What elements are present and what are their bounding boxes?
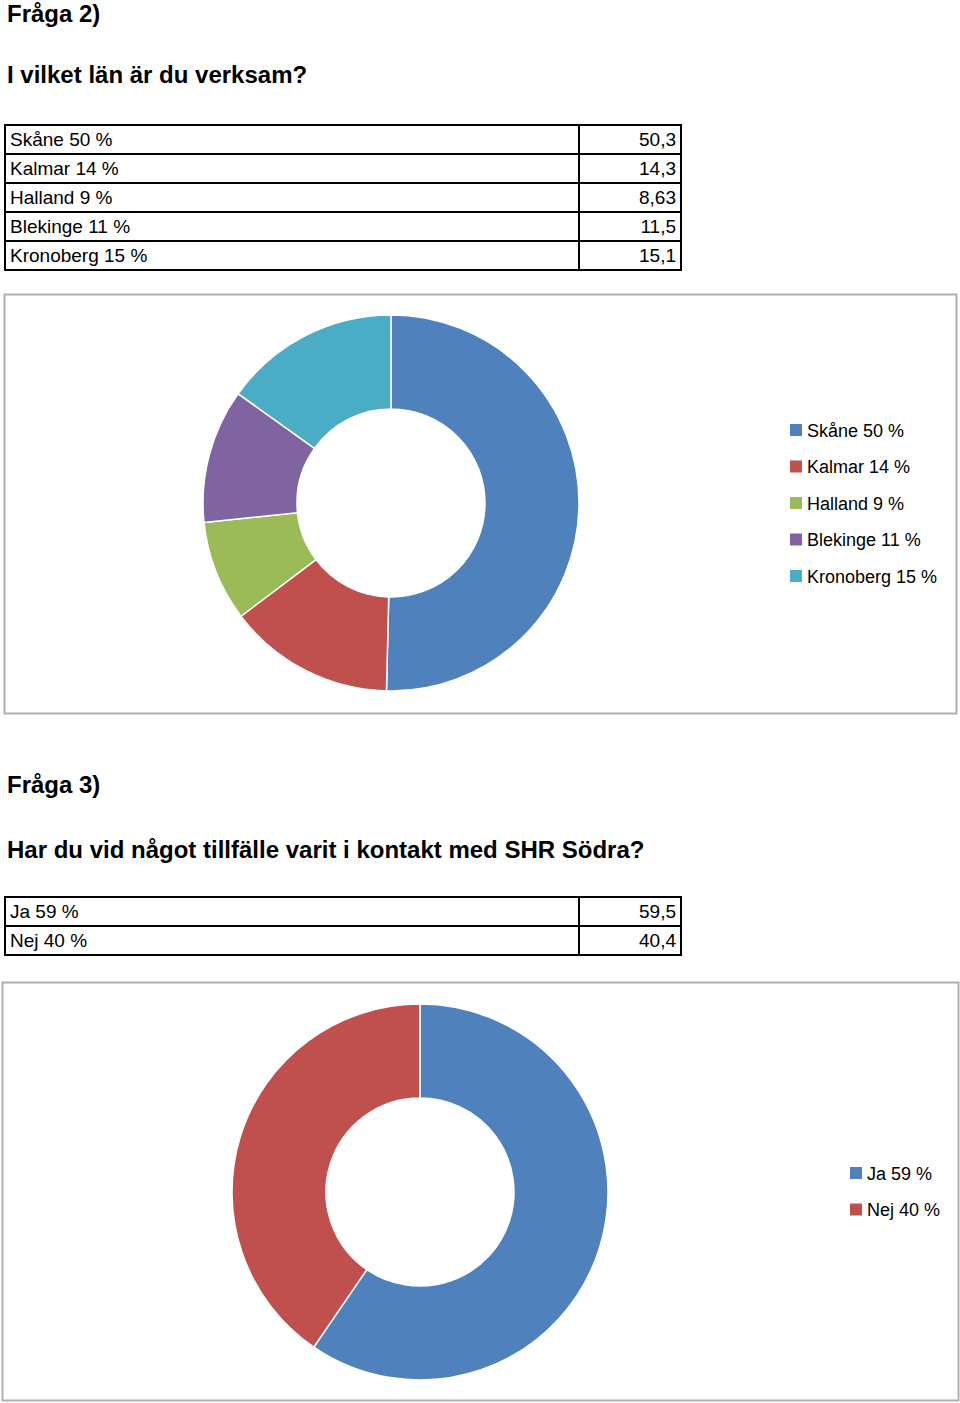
- chart: Ja 59 % Nej 40 %: [3, 983, 959, 1401]
- table-label-cell: Skåne 50 %: [4, 124, 580, 155]
- table-value-cell: 15,1: [578, 240, 682, 271]
- legend-label: Blekinge 11 %: [807, 530, 921, 550]
- chart-frame: [5, 295, 957, 714]
- question-number: Fråga 3): [7, 771, 100, 799]
- legend-swatch: [790, 424, 802, 436]
- question-text: I vilket län är du verksam?: [7, 61, 307, 89]
- slice: [238, 315, 391, 448]
- legend-label: Ja 59 %: [867, 1164, 932, 1184]
- question-text: Har du vid något tillfälle varit i konta…: [7, 836, 644, 864]
- slice: [386, 315, 579, 691]
- legend-label: Kronoberg 15 %: [807, 567, 937, 587]
- table-value-cell: 40,4: [578, 925, 682, 956]
- table-label-cell: Kalmar 14 %: [4, 153, 580, 184]
- table-value-cell: 11,5: [578, 211, 682, 242]
- slice: [232, 1004, 420, 1347]
- chart: Skåne 50 % Kalmar 14 % Halland 9 % Blekinge…: [5, 295, 957, 714]
- legend-swatch: [790, 534, 802, 546]
- slice: [204, 513, 316, 617]
- legend-swatch: [790, 461, 802, 473]
- table-value-cell: 14,3: [578, 153, 682, 184]
- table-label-cell: Halland 9 %: [4, 182, 580, 213]
- legend-label: Kalmar 14 %: [807, 457, 910, 477]
- legend: Ja 59 % Nej 40 %: [850, 1164, 940, 1221]
- table-label-cell: Kronoberg 15 %: [4, 240, 580, 271]
- chart-frame: [3, 983, 959, 1401]
- question-number: Fråga 2): [7, 0, 100, 28]
- table-value-cell: 8,63: [578, 182, 682, 213]
- legend-label: Halland 9 %: [807, 494, 904, 514]
- table-value-cell: 50,3: [578, 124, 682, 155]
- legend-swatch: [790, 497, 802, 509]
- table-value-cell: 59,5: [578, 896, 682, 927]
- legend: Skåne 50 % Kalmar 14 % Halland 9 % Blekinge…: [790, 421, 937, 587]
- legend-swatch: [790, 570, 802, 582]
- legend-label: Nej 40 %: [867, 1200, 940, 1220]
- table-label-cell: Nej 40 %: [4, 925, 580, 956]
- legend-label: Skåne 50 %: [807, 421, 904, 441]
- table-label-cell: Blekinge 11 %: [4, 211, 580, 242]
- legend-swatch: [850, 1167, 862, 1179]
- table-label-cell: Ja 59 %: [4, 896, 580, 927]
- legend-swatch: [850, 1204, 862, 1216]
